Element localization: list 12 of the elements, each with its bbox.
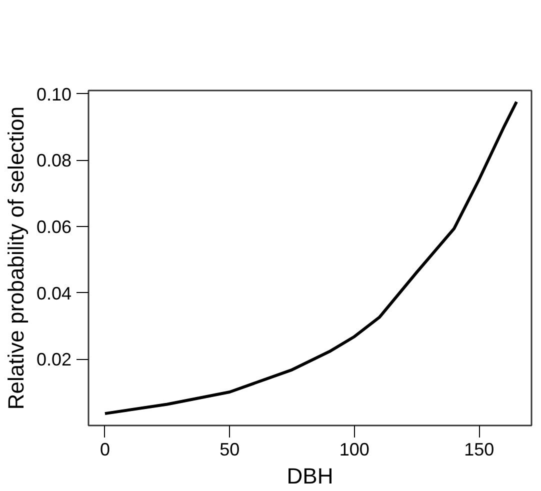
y-tick-label: 0.06 <box>36 216 72 237</box>
y-tick-label: 0.02 <box>36 350 72 370</box>
y-tick-label: 0.10 <box>36 84 72 104</box>
x-tick-label: 0 <box>100 440 110 460</box>
y-tick-label: 0.04 <box>36 283 72 304</box>
x-axis-title: DBH <box>286 464 334 488</box>
x-tick-label: 150 <box>464 440 494 460</box>
line-series <box>103 100 518 416</box>
x-tick-label: 100 <box>339 440 370 460</box>
x-tick-label: 50 <box>220 440 240 460</box>
y-axis-title: Relative probability of selection <box>3 106 28 410</box>
y-tick-label: 0.08 <box>36 150 72 171</box>
